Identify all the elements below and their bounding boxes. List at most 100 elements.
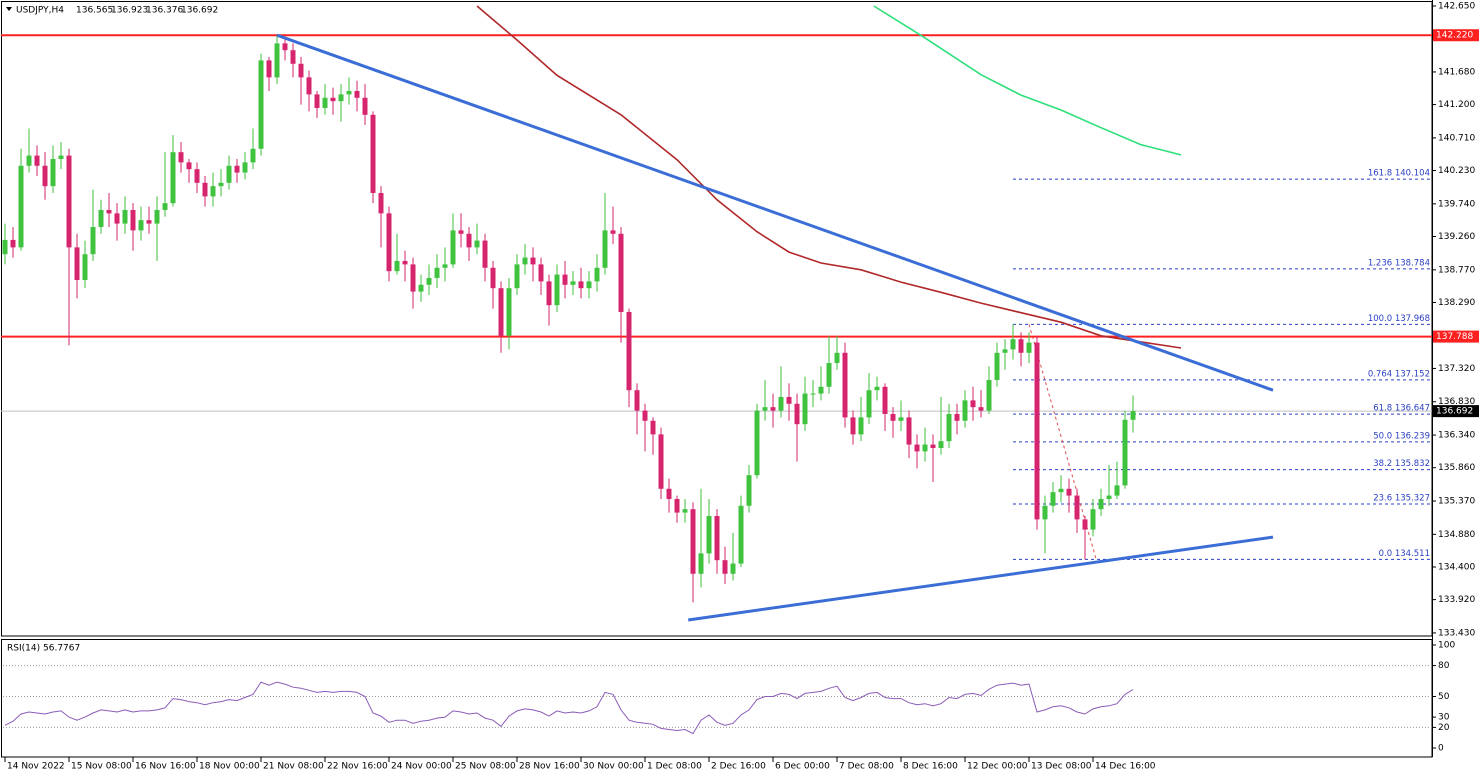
candle-body (658, 434, 664, 489)
y-tick-label: 137.320 (1438, 364, 1475, 374)
candle-body (1130, 411, 1136, 420)
candle-body (42, 165, 48, 187)
fib-label: 38.2 135.832 (1373, 459, 1430, 469)
candle-body (714, 515, 720, 561)
candle-body (226, 165, 232, 183)
candle-body (770, 407, 776, 411)
candle-body (594, 267, 600, 282)
candle-body (218, 182, 224, 187)
candle-body (1002, 349, 1008, 353)
candle-body (298, 63, 304, 78)
moving-average (873, 5, 1182, 156)
candle-body (938, 441, 944, 448)
candle-body (434, 267, 440, 278)
candle-body (530, 257, 536, 265)
candle-body (146, 220, 152, 224)
candle-body (762, 407, 768, 411)
rsi-tick-label: 0 (1438, 744, 1444, 754)
candle-body (482, 240, 488, 268)
candle-body (114, 213, 120, 224)
y-tick-label: 138.290 (1438, 298, 1475, 308)
x-tick-label: 30 Nov 00:00 (583, 762, 644, 772)
y-tick-label: 134.400 (1438, 562, 1475, 572)
candle-body (426, 277, 432, 285)
candle-body (570, 281, 576, 285)
candle-body (498, 288, 504, 336)
candle-body (882, 386, 888, 414)
x-tick-label: 1 Dec 08:00 (647, 762, 702, 772)
level-label: 142.220 (1436, 31, 1473, 41)
candle-body (666, 488, 672, 499)
candle-body (546, 281, 552, 306)
candle-body (906, 417, 912, 445)
candle-body (330, 97, 336, 102)
candle-body (162, 203, 168, 210)
candle-body (986, 379, 992, 411)
candle-body (874, 386, 880, 391)
x-tick-label: 21 Nov 08:00 (263, 762, 324, 772)
y-tick-label: 136.340 (1438, 431, 1475, 441)
candle-body (514, 264, 520, 289)
candle-body (450, 230, 456, 265)
axes: 142.650142.170141.680141.200140.710140.2… (4, 0, 1479, 772)
y-tick-label: 139.260 (1438, 232, 1475, 242)
y-tick-label: 134.880 (1438, 530, 1475, 540)
candle-body (922, 444, 928, 452)
candle-body (66, 155, 72, 248)
candle-body (74, 247, 80, 281)
y-tick-label: 141.200 (1438, 100, 1475, 110)
candle-body (458, 230, 464, 234)
candle-body (610, 230, 616, 234)
x-tick-label: 2 Dec 16:00 (711, 762, 766, 772)
candle-body (890, 413, 896, 421)
x-tick-label: 22 Nov 16:00 (327, 762, 388, 772)
candle-body (122, 209, 128, 224)
candle-body (178, 152, 184, 163)
candle-body (1114, 485, 1120, 496)
main-plot: 161.8 140.104 1.236 138.784 100.0 137.968 0… (1, 5, 1432, 622)
candle-body (818, 386, 824, 394)
candle-body (18, 165, 24, 248)
fib-label: 1.236 138.784 (1368, 258, 1430, 268)
candle-body (898, 417, 904, 421)
fib-label: 0.764 137.152 (1368, 369, 1430, 379)
candle-body (754, 410, 760, 476)
candle-body (554, 274, 560, 306)
y-tick-label: 142.650 (1438, 1, 1475, 11)
candle-body (346, 90, 352, 95)
candle-body (994, 352, 1000, 380)
candle-body (58, 155, 64, 159)
candle-body (914, 444, 920, 452)
y-tick-label: 140.710 (1438, 133, 1475, 143)
x-tick-label: 12 Dec 00:00 (967, 762, 1028, 772)
candle-body (706, 515, 712, 554)
candle-body (690, 509, 696, 574)
candle-body (466, 233, 472, 248)
level-tag (1433, 29, 1479, 42)
y-tick-label: 141.680 (1438, 67, 1475, 77)
candle-body (106, 209, 112, 214)
last-price-tag (1433, 405, 1479, 418)
candle-body (474, 240, 480, 248)
candle-body (682, 509, 688, 513)
ohlc-value: 136.376 (146, 6, 183, 16)
x-tick-label: 14 Nov 2022 (7, 762, 65, 772)
candle-body (210, 186, 216, 197)
candle-body (354, 90, 360, 98)
fib-label: 161.8 140.104 (1368, 169, 1430, 179)
candle-body (306, 77, 312, 95)
x-tick-label: 7 Dec 08:00 (839, 762, 894, 772)
x-tick-label: 8 Dec 16:00 (903, 762, 958, 772)
candle-body (266, 60, 272, 78)
candle-body (810, 393, 816, 395)
candle-body (642, 410, 648, 421)
candle-body (50, 158, 56, 187)
x-tick-label: 6 Dec 00:00 (775, 762, 830, 772)
x-tick-label: 15 Nov 08:00 (71, 762, 132, 772)
candle-body (90, 226, 96, 255)
candle-body (82, 254, 88, 281)
y-tick-label: 133.920 (1438, 595, 1475, 605)
candle-body (234, 165, 240, 173)
